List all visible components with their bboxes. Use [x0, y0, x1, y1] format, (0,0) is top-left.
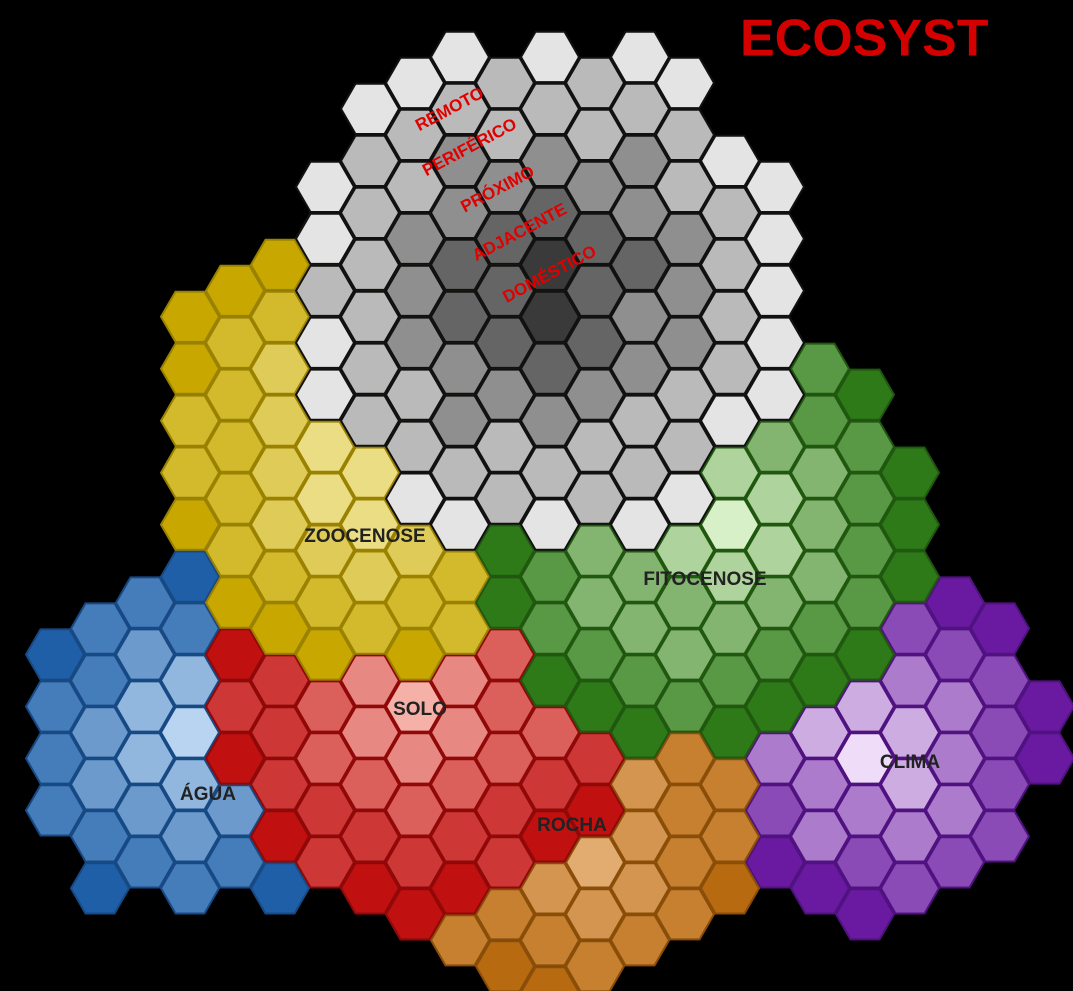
cluster-label: FITOCENOSE — [643, 569, 766, 590]
cluster-label: SOLO — [393, 699, 447, 720]
cluster-label: ÁGUA — [180, 783, 236, 805]
page: {"header": {"title": "ECOSYST"}, "rings"… — [0, 0, 1073, 991]
cluster-label: ZOOCENOSE — [304, 526, 425, 547]
cluster-label: CLIMA — [880, 752, 940, 773]
cluster-label: ROCHA — [537, 815, 607, 836]
title: ECOSYST — [740, 10, 989, 68]
diagram: ECOSYST REMOTO PERIFÉRICO PRÓXIMO ADJACE… — [0, 0, 1073, 991]
hex-clusters — [26, 32, 1073, 991]
